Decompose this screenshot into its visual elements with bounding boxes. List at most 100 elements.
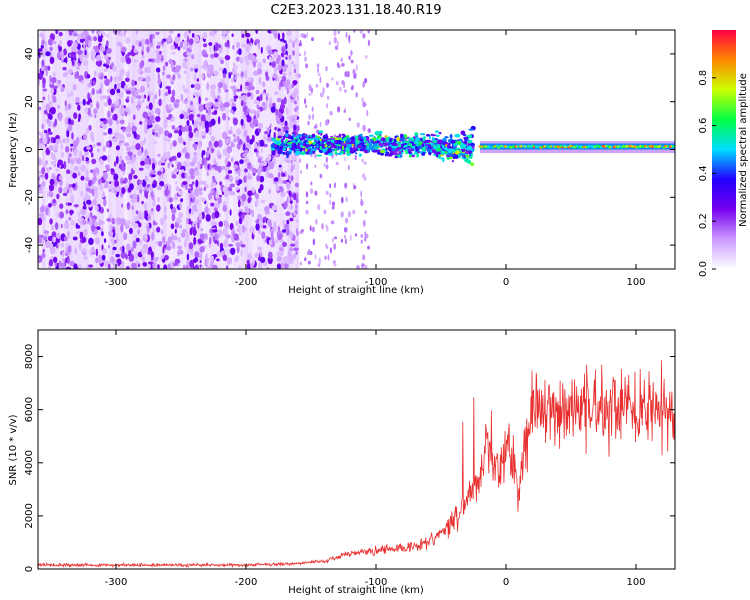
noise-speckle [151,128,156,133]
noise-haze [197,30,202,269]
signal-blob [404,134,408,139]
signal-blob [464,158,470,163]
noise-speckle [84,50,87,56]
noise-speckle [41,168,45,175]
noise-speckle [276,186,280,192]
noise-speckle [213,265,218,269]
noise-speckle [72,183,76,188]
noise-speckle [252,167,257,174]
noise-speckle [228,175,233,183]
noise-speckle [55,30,58,35]
signal-blob [396,136,400,142]
noise-speckle [260,46,263,54]
noise-speckle [243,175,247,183]
noise-speckle [209,127,212,134]
noise-speckle [167,236,172,244]
noise-haze [166,30,171,269]
noise-speckle [183,141,186,146]
noise-speckle [58,32,63,37]
noise-speckle [147,214,151,221]
noise-speckle [256,145,259,151]
noise-speckle [110,106,114,114]
noise-speckle [126,160,132,165]
noise-speckle [217,196,222,204]
noise-speckle [126,243,131,252]
signal-blob [443,151,446,154]
noise-speckle [250,39,254,44]
noise-speckle [146,225,150,234]
noise-speckle [272,73,277,79]
sparse-speckle [340,196,344,204]
signal-blob [359,142,365,145]
noise-speckle [178,35,181,42]
y-tick-label: 6000 [24,397,35,422]
noise-speckle [215,194,220,199]
sparse-speckle [344,182,348,189]
noise-speckle [60,143,64,151]
noise-speckle [286,116,292,120]
noise-speckle [210,190,214,194]
noise-speckle [91,30,95,34]
noise-speckle [267,127,270,134]
signal-blob [312,142,316,146]
noise-speckle [192,228,197,237]
noise-speckle [277,231,282,235]
noise-speckle [61,257,65,262]
noise-speckle [173,195,177,200]
noise-speckle [225,137,230,145]
noise-speckle [132,193,138,198]
noise-speckle [133,222,139,229]
noise-haze [162,30,167,269]
noise-speckle [40,205,46,213]
sparse-speckle [350,59,354,64]
noise-speckle [99,259,103,264]
signal-blob [389,138,393,143]
noise-speckle [277,172,281,178]
noise-speckle [133,154,136,158]
y-tick-label: 0 [24,566,35,572]
noise-speckle [152,220,156,226]
noise-speckle [132,240,137,249]
sparse-speckle [325,66,328,72]
noise-speckle [278,164,282,168]
noise-speckle [70,147,73,152]
noise-speckle [292,192,297,201]
sparse-speckle [340,238,343,243]
noise-speckle [83,59,89,67]
noise-speckle [144,175,148,181]
noise-speckle [120,56,126,64]
signal-blob [422,141,425,143]
noise-speckle [216,250,221,258]
sparse-speckle [295,106,299,111]
noise-speckle [258,229,262,235]
noise-speckle [157,170,162,176]
noise-speckle [125,146,132,152]
noise-speckle [195,130,199,138]
noise-speckle [77,211,81,218]
noise-haze [41,30,46,269]
noise-speckle [263,134,266,143]
noise-speckle [116,217,122,225]
sparse-speckle [322,87,325,94]
noise-speckle [217,151,221,156]
noise-speckle [74,247,77,255]
noise-speckle [56,232,61,239]
noise-speckle [252,228,255,235]
noise-speckle [184,100,187,105]
noise-speckle [274,65,277,74]
noise-speckle [45,40,48,48]
signal-blob [321,139,328,142]
sparse-speckle [319,121,322,128]
sparse-speckle [313,152,317,159]
noise-speckle [67,231,70,239]
noise-speckle [269,161,275,170]
noise-speckle [156,45,161,49]
noise-speckle [198,191,203,195]
noise-speckle [282,32,285,40]
signal-blob [336,152,343,155]
noise-speckle [75,96,80,103]
noise-speckle [101,231,104,237]
sparse-speckle [340,211,344,218]
noise-speckle [56,244,59,249]
noise-speckle [240,118,244,126]
